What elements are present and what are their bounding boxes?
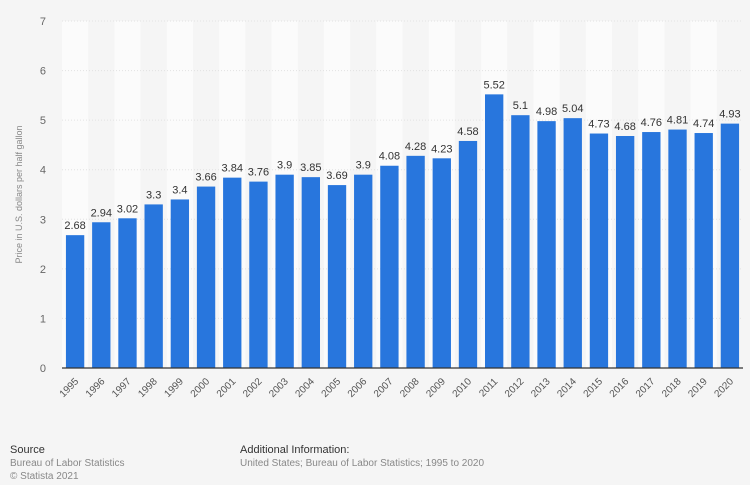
- data-label: 4.73: [588, 119, 609, 131]
- x-tick-label: 2005: [320, 376, 344, 400]
- data-label: 4.08: [379, 151, 400, 163]
- x-tick-label: 2015: [582, 376, 606, 400]
- bar: [615, 136, 635, 368]
- data-label: 3.76: [248, 167, 269, 179]
- x-tick-label: 2001: [215, 376, 239, 400]
- x-tick-label: 2013: [529, 376, 553, 400]
- copyright: © Statista 2021: [10, 471, 79, 482]
- bar: [65, 235, 85, 368]
- data-label: 4.93: [719, 109, 740, 121]
- y-tick-label: 6: [40, 66, 46, 78]
- y-tick-label: 2: [40, 264, 46, 276]
- bar: [642, 132, 661, 368]
- x-tick-label: 2018: [660, 376, 684, 400]
- x-tick-label: 2002: [241, 376, 265, 400]
- data-label: 4.74: [693, 118, 714, 130]
- data-label: 3.85: [300, 162, 321, 174]
- bar: [92, 222, 111, 368]
- data-label: 4.76: [641, 117, 662, 129]
- source-heading: Source: [10, 444, 45, 456]
- source-text: Bureau of Labor Statistics: [10, 458, 125, 469]
- x-tick-label: 2006: [346, 376, 370, 400]
- bar: [589, 133, 609, 368]
- bar: [380, 165, 399, 368]
- bar: [196, 186, 216, 368]
- data-label: 3.66: [195, 172, 216, 184]
- x-tick-label: 2003: [267, 376, 291, 400]
- x-tick-label: 1998: [136, 376, 160, 400]
- data-label: 4.58: [457, 126, 478, 138]
- x-tick-label: 2008: [398, 376, 422, 400]
- x-tick-label: 1999: [162, 376, 186, 400]
- bar: [432, 158, 451, 368]
- x-tick-label: 2014: [555, 376, 579, 400]
- bar: [563, 118, 582, 368]
- data-label: 5.1: [513, 100, 528, 112]
- x-tick-label: 1996: [84, 376, 108, 400]
- bar: [406, 155, 425, 368]
- data-label: 4.98: [536, 106, 557, 118]
- x-tick-label: 2009: [424, 376, 448, 400]
- bar: [170, 199, 190, 368]
- bar: [485, 94, 504, 368]
- x-tick-label: 2012: [503, 376, 527, 400]
- data-label: 3.9: [356, 160, 371, 172]
- y-tick-label: 3: [40, 214, 46, 226]
- y-tick-label: 7: [40, 16, 46, 28]
- bar: [144, 204, 163, 368]
- bar: [458, 140, 478, 368]
- bar: [249, 181, 268, 368]
- bar-chart: 0 1 2 3 4 5 6 7 Price in U.S. dollars per half g…: [14, 16, 743, 400]
- x-tick-label: 2011: [477, 376, 500, 399]
- data-label: 3.9: [277, 160, 292, 172]
- bar: [223, 177, 242, 368]
- data-label: 2.68: [64, 220, 85, 232]
- x-tick-label: 1997: [110, 376, 134, 400]
- data-label: 3.4: [172, 184, 187, 196]
- y-tick-label: 1: [40, 313, 46, 325]
- bar: [511, 115, 530, 368]
- data-label: 5.04: [562, 103, 583, 115]
- data-label: 3.84: [222, 163, 243, 175]
- bar: [694, 133, 713, 368]
- source-block: Source Bureau of Labor Statistics © Stat…: [10, 444, 125, 483]
- x-tick-label: 2017: [634, 376, 658, 400]
- data-label: 4.28: [405, 141, 426, 153]
- bar: [537, 121, 556, 369]
- info-text: United States; Bureau of Labor Statistic…: [240, 458, 485, 469]
- additional-info-block: Additional Information: United States; B…: [240, 444, 484, 470]
- data-label: 2.94: [91, 207, 112, 219]
- data-label: 3.02: [117, 203, 138, 215]
- bar: [301, 177, 320, 368]
- x-tick-label: 2020: [713, 376, 737, 400]
- x-tick-label: 2000: [189, 376, 213, 400]
- x-tick-label: 2016: [608, 376, 632, 400]
- bar: [327, 185, 347, 368]
- x-tick-label: 2004: [293, 376, 317, 400]
- data-label: 3.69: [326, 170, 347, 182]
- bar: [354, 174, 373, 368]
- x-tick-label: 2019: [686, 376, 710, 400]
- data-label: 4.23: [431, 143, 452, 155]
- x-tick-label: 2007: [372, 376, 396, 400]
- y-tick-label: 5: [40, 115, 46, 127]
- data-label: 4.81: [667, 115, 688, 127]
- x-tick-label: 2010: [451, 376, 475, 400]
- bar: [720, 123, 740, 368]
- bar: [118, 218, 137, 368]
- bar: [275, 174, 294, 368]
- info-heading: Additional Information:: [240, 444, 350, 456]
- bar: [668, 129, 687, 368]
- data-label: 3.3: [146, 189, 161, 201]
- data-label: 5.52: [483, 79, 504, 91]
- x-tick-label: 1995: [58, 376, 82, 400]
- y-tick-label: 4: [40, 165, 46, 177]
- y-axis-label: Price in U.S. dollars per half gallon: [14, 125, 24, 263]
- y-tick-label: 0: [40, 363, 46, 375]
- data-label: 4.68: [614, 121, 635, 133]
